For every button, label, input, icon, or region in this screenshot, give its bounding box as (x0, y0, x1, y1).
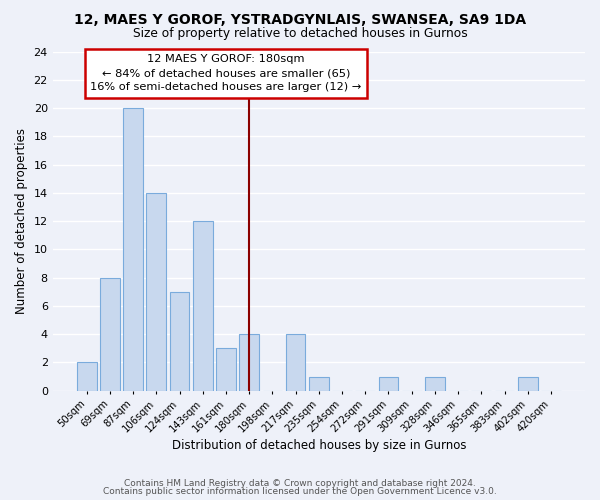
Text: Contains public sector information licensed under the Open Government Licence v3: Contains public sector information licen… (103, 487, 497, 496)
Bar (216, 348, 236, 391)
Bar (77, 362, 97, 390)
Bar (123, 108, 143, 391)
Text: 12 MAES Y GOROF: 180sqm
← 84% of detached houses are smaller (65)
16% of semi-de: 12 MAES Y GOROF: 180sqm ← 84% of detache… (91, 54, 362, 92)
Bar (170, 292, 190, 390)
Bar (239, 334, 259, 390)
Bar (309, 376, 329, 390)
Text: Size of property relative to detached houses in Gurnos: Size of property relative to detached ho… (133, 28, 467, 40)
Bar (146, 193, 166, 390)
Bar (286, 334, 305, 390)
Bar (379, 376, 398, 390)
Bar (425, 376, 445, 390)
Bar (100, 278, 120, 390)
Text: Contains HM Land Registry data © Crown copyright and database right 2024.: Contains HM Land Registry data © Crown c… (124, 478, 476, 488)
Bar (193, 221, 212, 390)
Y-axis label: Number of detached properties: Number of detached properties (15, 128, 28, 314)
Bar (518, 376, 538, 390)
Text: 12, MAES Y GOROF, YSTRADGYNLAIS, SWANSEA, SA9 1DA: 12, MAES Y GOROF, YSTRADGYNLAIS, SWANSEA… (74, 12, 526, 26)
X-axis label: Distribution of detached houses by size in Gurnos: Distribution of detached houses by size … (172, 440, 466, 452)
